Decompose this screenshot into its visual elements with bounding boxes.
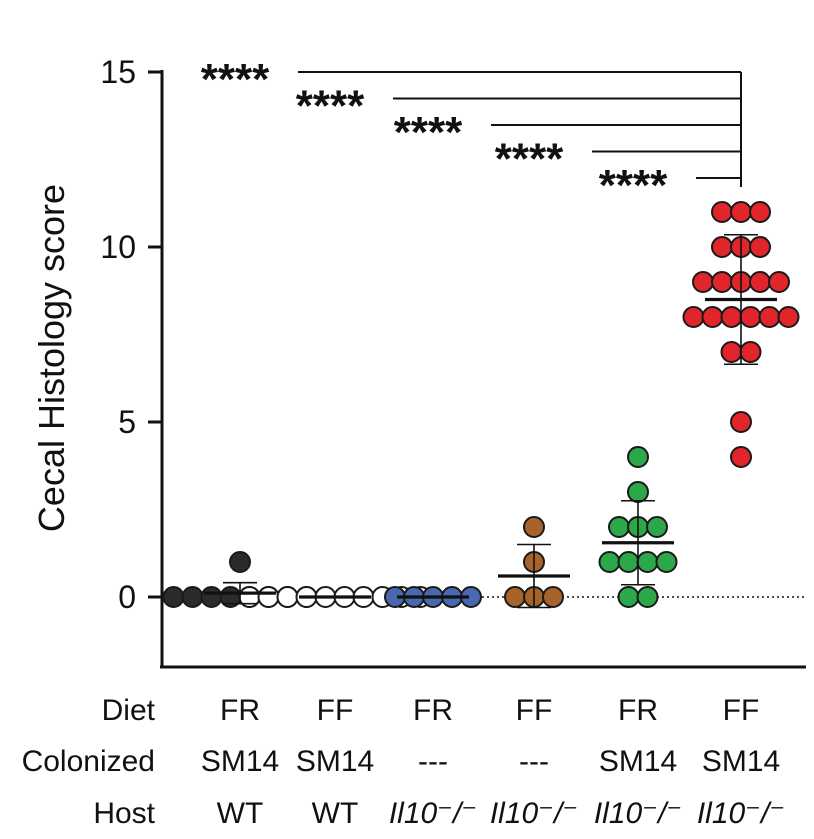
data-point xyxy=(646,516,668,538)
category-diet-label: FR xyxy=(220,694,260,727)
data-point xyxy=(598,551,621,573)
data-point xyxy=(608,516,630,538)
data-point xyxy=(627,481,649,503)
category-host-label: WT xyxy=(312,797,359,830)
y-ticks-layer: 0 5 10 15 xyxy=(100,54,162,615)
data-point xyxy=(229,551,251,573)
data-point xyxy=(181,586,204,608)
data-point xyxy=(257,586,280,608)
data-point xyxy=(627,446,649,468)
y-tick-label: 15 xyxy=(100,54,136,90)
significance-stars: **** xyxy=(201,55,270,104)
data-point xyxy=(739,341,762,363)
category-colonized-label: SM14 xyxy=(296,745,374,778)
data-point xyxy=(720,306,743,328)
category-host-label: Il10⁻/⁻ xyxy=(594,797,682,830)
mean-sd-layer xyxy=(204,233,777,609)
category-colonized-label: SM14 xyxy=(599,745,677,778)
data-point xyxy=(542,586,564,608)
category-diet-label: FR xyxy=(413,694,453,727)
data-point xyxy=(730,411,752,433)
data-point xyxy=(749,201,771,223)
data-point xyxy=(730,446,752,468)
data-point xyxy=(711,236,733,258)
points-layer xyxy=(162,201,800,608)
data-point xyxy=(730,201,752,223)
y-tick-label: 10 xyxy=(100,229,136,265)
data-point xyxy=(617,586,640,608)
significance-stars: **** xyxy=(495,135,564,184)
category-host-label: Il10⁻/⁻ xyxy=(490,797,578,830)
data-point xyxy=(720,341,743,363)
significance-stars: **** xyxy=(394,108,463,157)
category-colonized-label: --- xyxy=(519,745,549,778)
data-point xyxy=(739,306,762,328)
data-point xyxy=(617,551,640,573)
category-host-label: Il10⁻/⁻ xyxy=(697,797,785,830)
data-point xyxy=(692,271,714,293)
category-diet-label: FF xyxy=(516,694,553,727)
data-point xyxy=(711,201,733,223)
category-diet-label: FF xyxy=(317,694,354,727)
category-diet-label: FF xyxy=(723,694,760,727)
y-tick-label: 5 xyxy=(118,404,136,440)
category-diet-label: FR xyxy=(618,694,658,727)
significance-stars: **** xyxy=(296,82,365,131)
category-host-label: WT xyxy=(217,797,264,830)
significance-stars: **** xyxy=(599,161,668,210)
y-tick-label: 0 xyxy=(118,579,136,615)
data-point xyxy=(504,586,526,608)
row-label-diet: Diet xyxy=(102,694,156,727)
data-point xyxy=(768,271,790,293)
category-colonized-label: SM14 xyxy=(702,745,780,778)
data-point xyxy=(200,586,223,608)
y-axis-label: Cecal Histology score xyxy=(31,184,72,532)
data-point xyxy=(655,551,678,573)
category-colonized-label: SM14 xyxy=(201,745,279,778)
data-point xyxy=(636,551,659,573)
category-host-label: Il10⁻/⁻ xyxy=(389,797,477,830)
data-point xyxy=(701,306,724,328)
row-label-host: Host xyxy=(93,797,155,830)
data-point xyxy=(758,306,781,328)
data-point xyxy=(777,306,800,328)
significance-layer: **** **** **** **** **** xyxy=(201,55,742,210)
data-point xyxy=(636,586,659,608)
category-labels-layer: Diet Colonized Host FR SM14 WT FF SM14 WT FR --- Il… xyxy=(22,694,786,830)
data-point xyxy=(523,516,545,538)
data-point xyxy=(749,236,771,258)
data-point xyxy=(682,306,705,328)
data-point xyxy=(749,271,771,293)
category-colonized-label: --- xyxy=(418,745,448,778)
data-point xyxy=(711,271,733,293)
data-point xyxy=(162,586,185,608)
row-label-colonized: Colonized xyxy=(22,745,155,778)
data-point xyxy=(276,586,299,608)
